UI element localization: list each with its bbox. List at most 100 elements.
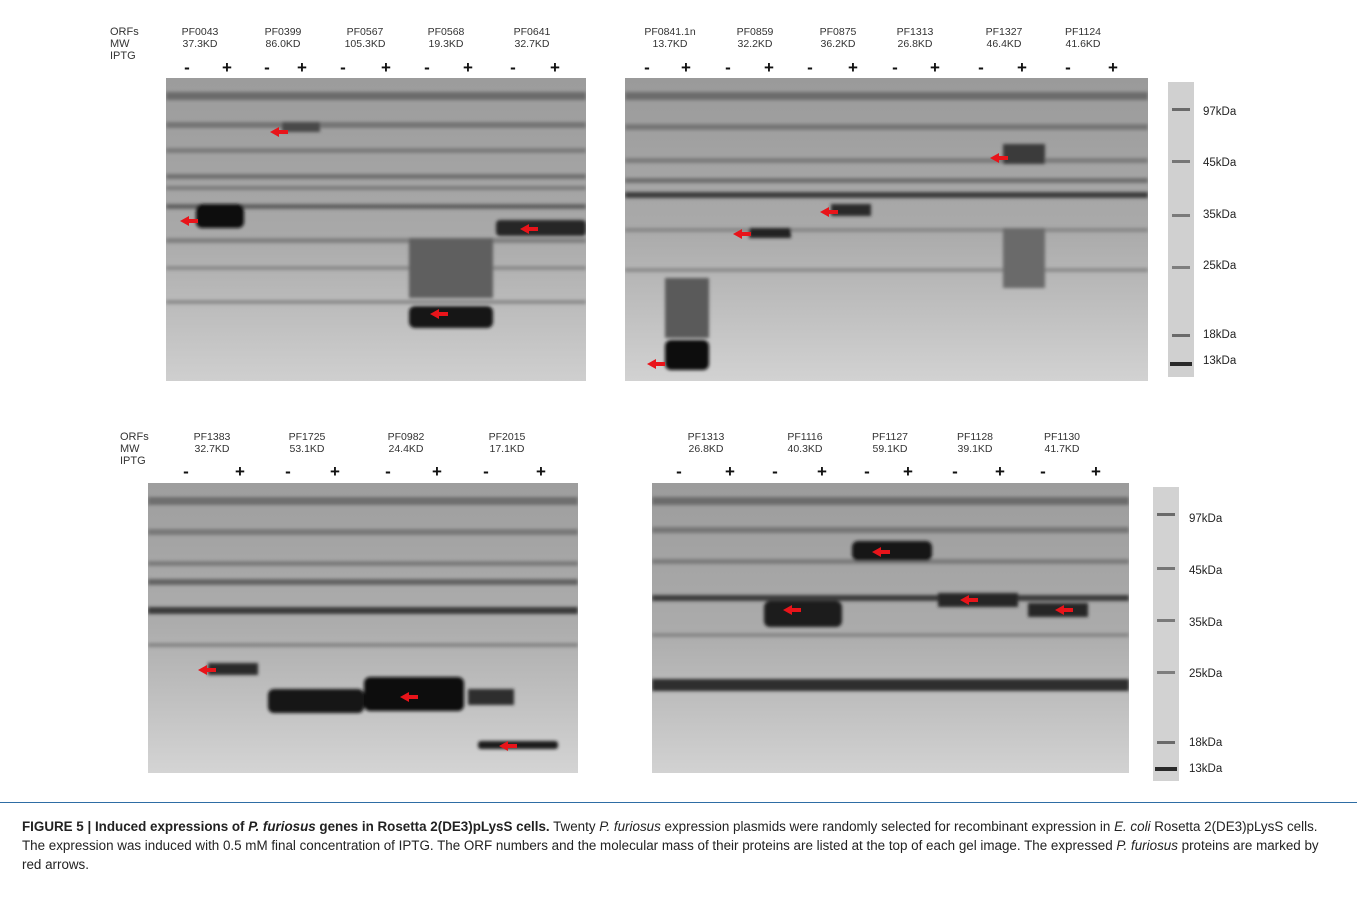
iptg-sign: - bbox=[772, 462, 778, 481]
iptg-sign: + bbox=[330, 462, 340, 481]
iptg-sign: - bbox=[892, 58, 898, 77]
orf-header: PF0641 32.7KD bbox=[513, 26, 551, 50]
orf-header: PF2015 17.1KD bbox=[488, 431, 526, 455]
red-arrow-icon bbox=[990, 153, 1008, 163]
iptg-sign: - bbox=[978, 58, 984, 77]
orf-header: PF1313 26.8KD bbox=[896, 26, 934, 50]
red-arrow-icon bbox=[499, 741, 517, 751]
iptg-sign: - bbox=[264, 58, 270, 77]
orfs-label: ORFs bbox=[120, 431, 149, 443]
marker-label: 25kDa bbox=[1189, 668, 1223, 680]
iptg-sign: + bbox=[817, 462, 827, 481]
iptg-sign: + bbox=[235, 462, 245, 481]
iptg-sign: + bbox=[1108, 58, 1118, 77]
red-arrow-icon bbox=[180, 216, 198, 226]
iptg-sign: - bbox=[1065, 58, 1071, 77]
iptg-sign: + bbox=[995, 462, 1005, 481]
orf-header: PF0568 19.3KD bbox=[427, 26, 465, 50]
iptg-sign: - bbox=[510, 58, 516, 77]
marker-label: 97kDa bbox=[1189, 513, 1223, 525]
red-arrow-icon bbox=[733, 229, 751, 239]
iptg-sign: - bbox=[483, 462, 489, 481]
red-arrow-icon bbox=[198, 665, 216, 675]
iptg-sign: + bbox=[1091, 462, 1101, 481]
orf-header: PF1327 46.4KD bbox=[985, 26, 1023, 50]
gel-image bbox=[625, 78, 1148, 381]
iptg-sign: + bbox=[764, 58, 774, 77]
orf-header: PF0399 86.0KD bbox=[264, 26, 302, 50]
orf-header: PF0043 37.3KD bbox=[181, 26, 219, 50]
red-arrow-icon bbox=[960, 595, 978, 605]
iptg-sign: + bbox=[463, 58, 473, 77]
iptg-sign: + bbox=[903, 462, 913, 481]
red-arrow-icon bbox=[430, 309, 448, 319]
red-arrow-icon bbox=[270, 127, 288, 137]
red-arrow-icon bbox=[400, 692, 418, 702]
orf-header: PF1128 39.1KD bbox=[957, 431, 993, 455]
iptg-sign: - bbox=[1040, 462, 1046, 481]
mw-label: MW bbox=[110, 38, 130, 50]
iptg-sign: + bbox=[222, 58, 232, 77]
marker-lane bbox=[1153, 487, 1179, 781]
iptg-sign: + bbox=[297, 58, 307, 77]
marker-label: 97kDa bbox=[1203, 106, 1237, 118]
orf-header: PF0875 36.2KD bbox=[819, 26, 857, 50]
iptg-sign: - bbox=[424, 58, 430, 77]
iptg-sign: + bbox=[681, 58, 691, 77]
gel-image bbox=[166, 78, 586, 381]
iptg-sign: - bbox=[285, 462, 291, 481]
iptg-sign: - bbox=[676, 462, 682, 481]
mw-label: MW bbox=[120, 443, 140, 455]
iptg-sign: - bbox=[725, 58, 731, 77]
marker-label: 18kDa bbox=[1189, 737, 1223, 749]
orf-header: PF1130 41.7KD bbox=[1044, 431, 1080, 455]
orf-header: PF1127 59.1KD bbox=[872, 431, 908, 455]
marker-label: 35kDa bbox=[1203, 209, 1237, 221]
red-arrow-icon bbox=[647, 359, 665, 369]
marker-lane bbox=[1168, 82, 1194, 377]
orf-header: PF1725 53.1KD bbox=[288, 431, 326, 455]
marker-label: 45kDa bbox=[1189, 565, 1223, 577]
iptg-sign: + bbox=[848, 58, 858, 77]
iptg-sign: - bbox=[952, 462, 958, 481]
orf-header: PF0841.1n 13.7KD bbox=[644, 26, 696, 50]
iptg-sign: + bbox=[930, 58, 940, 77]
iptg-sign: + bbox=[550, 58, 560, 77]
gel-image bbox=[652, 483, 1129, 773]
marker-label: 35kDa bbox=[1189, 617, 1223, 629]
iptg-sign: + bbox=[725, 462, 735, 481]
marker-label: 25kDa bbox=[1203, 260, 1237, 272]
iptg-sign: + bbox=[536, 462, 546, 481]
orf-header: PF1116 40.3KD bbox=[787, 431, 823, 455]
iptg-sign: - bbox=[183, 462, 189, 481]
iptg-sign: - bbox=[340, 58, 346, 77]
iptg-sign: + bbox=[1017, 58, 1027, 77]
caption-title: FIGURE 5 | Induced expressions of P. fur… bbox=[22, 819, 550, 834]
orf-header: PF1383 32.7KD bbox=[193, 431, 231, 455]
orfs-label: ORFs bbox=[110, 26, 139, 38]
orf-header: PF0982 24.4KD bbox=[387, 431, 425, 455]
marker-label: 45kDa bbox=[1203, 157, 1237, 169]
red-arrow-icon bbox=[820, 207, 838, 217]
orf-header: PF1313 26.8KD bbox=[687, 431, 725, 455]
iptg-sign: - bbox=[807, 58, 813, 77]
orf-header: PF0859 32.2KD bbox=[736, 26, 774, 50]
iptg-label: IPTG bbox=[110, 50, 136, 62]
iptg-sign: + bbox=[381, 58, 391, 77]
red-arrow-icon bbox=[872, 547, 890, 557]
marker-label: 18kDa bbox=[1203, 329, 1237, 341]
figure-caption: FIGURE 5 | Induced expressions of P. fur… bbox=[0, 802, 1357, 901]
marker-label: 13kDa bbox=[1189, 763, 1223, 775]
iptg-sign: - bbox=[385, 462, 391, 481]
gel-image bbox=[148, 483, 578, 773]
iptg-sign: + bbox=[432, 462, 442, 481]
marker-label: 13kDa bbox=[1203, 355, 1237, 367]
red-arrow-icon bbox=[520, 224, 538, 234]
iptg-sign: - bbox=[644, 58, 650, 77]
iptg-sign: - bbox=[184, 58, 190, 77]
iptg-sign: - bbox=[864, 462, 870, 481]
red-arrow-icon bbox=[1055, 605, 1073, 615]
orf-header: PF1124 41.6KD bbox=[1065, 26, 1101, 50]
iptg-label: IPTG bbox=[120, 455, 146, 467]
orf-header: PF0567 105.3KD bbox=[344, 26, 386, 50]
